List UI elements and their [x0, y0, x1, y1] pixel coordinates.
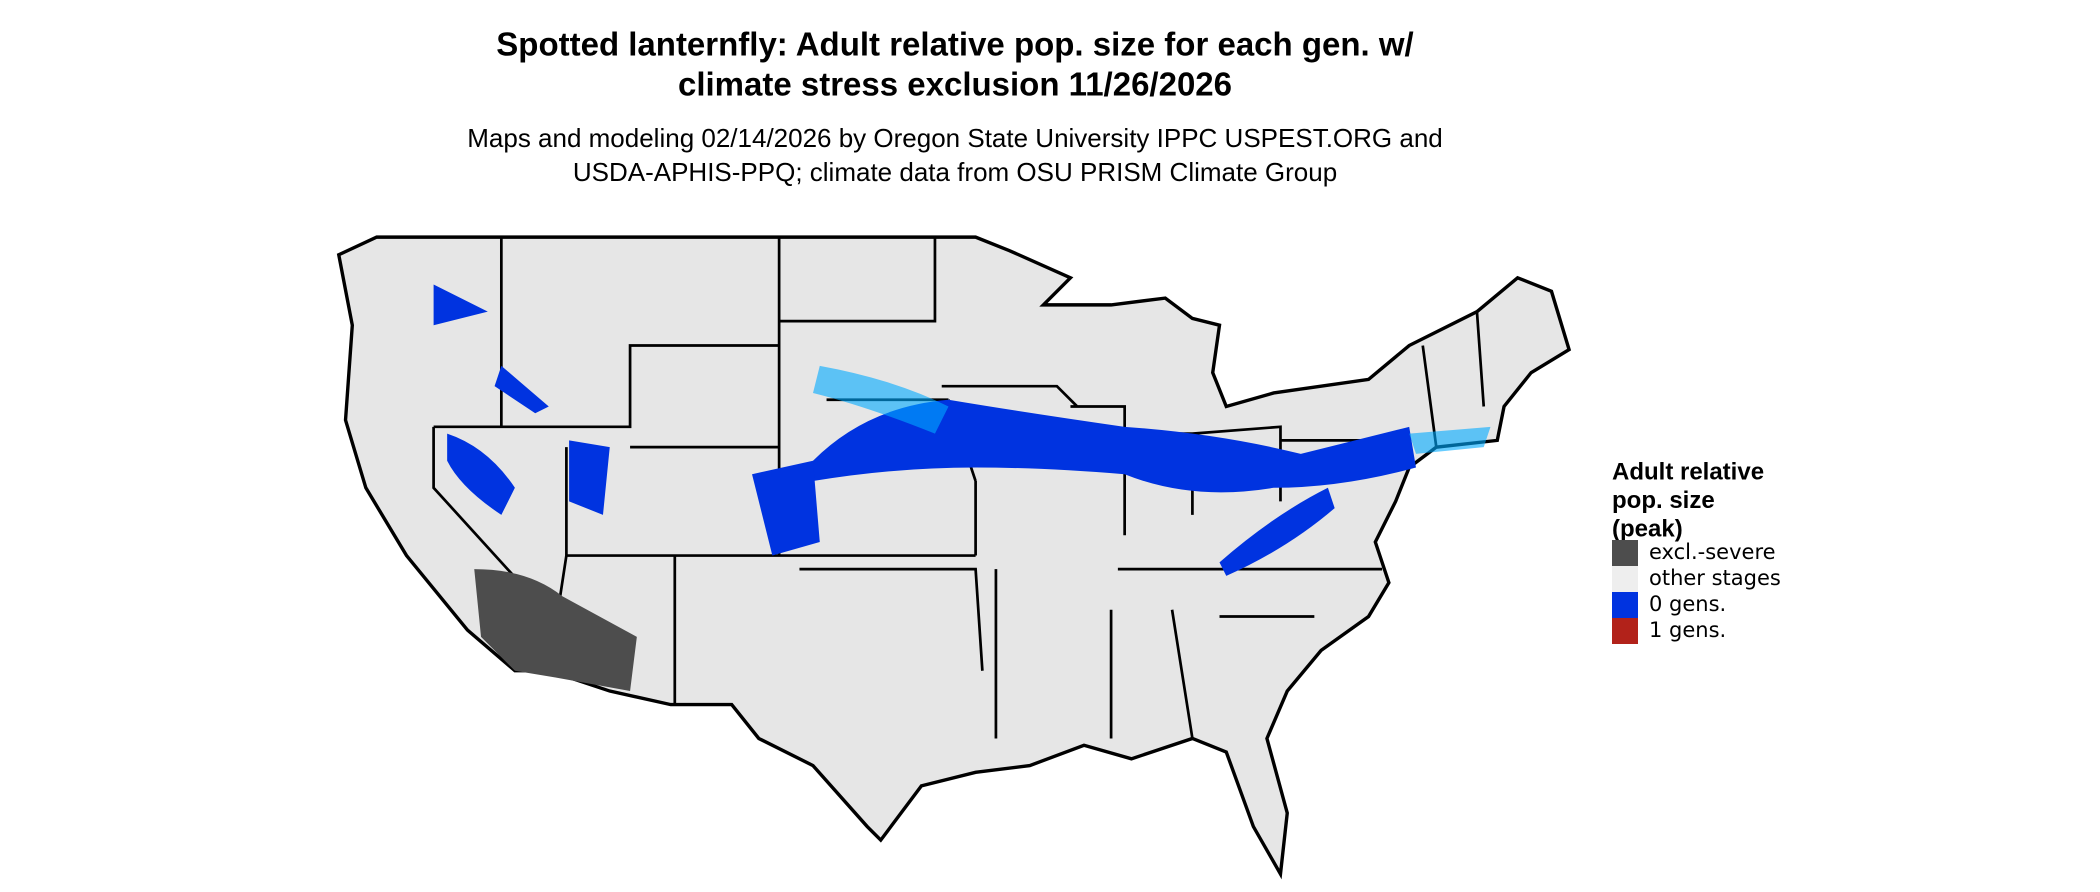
blue-range — [433, 284, 1416, 576]
legend-swatch — [1612, 592, 1638, 618]
excluded-area — [474, 569, 637, 692]
legend-label: other stages — [1649, 566, 1781, 590]
legend-swatch — [1612, 540, 1638, 566]
subtitle: USDA-APHIS-PPQ; climate data from OSU PR… — [573, 157, 1337, 187]
title: climate stress exclusion 11/26/2026 — [678, 66, 1232, 103]
legend-label: 1 gens. — [1649, 618, 1726, 642]
legend-title: pop. size — [1612, 487, 1715, 514]
us-map — [336, 235, 1572, 880]
light-blue-range — [813, 365, 1491, 454]
subtitle: Maps and modeling 02/14/2026 by Oregon S… — [467, 123, 1443, 153]
legend-label: 0 gens. — [1649, 592, 1726, 616]
legend-swatch — [1612, 566, 1638, 592]
legend-swatch — [1612, 618, 1638, 644]
legend-label: excl.-severe — [1649, 540, 1776, 564]
legend-title: (peak) — [1612, 515, 1683, 542]
legend-title: Adult relative — [1612, 458, 1764, 485]
title: Spotted lanternfly: Adult relative pop. … — [496, 26, 1413, 63]
